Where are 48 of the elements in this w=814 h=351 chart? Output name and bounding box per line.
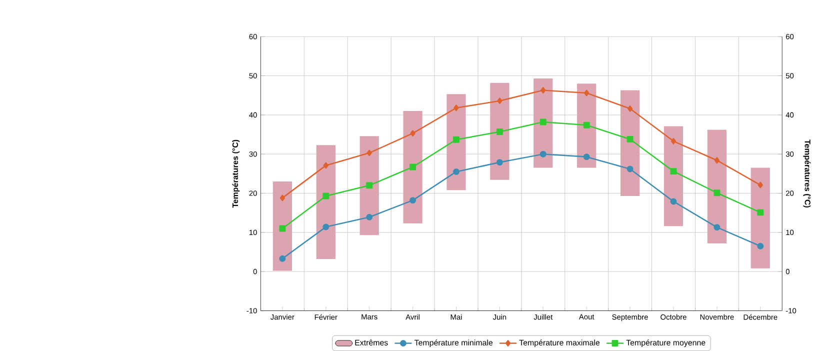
point <box>366 214 373 220</box>
point <box>410 197 416 204</box>
point <box>540 118 546 126</box>
point <box>323 162 328 169</box>
point <box>410 130 416 137</box>
bar <box>577 84 596 168</box>
point <box>714 157 720 164</box>
point <box>496 128 503 135</box>
bar <box>403 110 422 224</box>
point <box>454 104 459 112</box>
point <box>714 190 720 196</box>
bar <box>750 168 770 268</box>
point <box>757 242 764 250</box>
point <box>670 198 677 205</box>
point <box>322 192 330 200</box>
bar <box>620 90 640 196</box>
bar <box>534 78 553 168</box>
point <box>453 136 460 143</box>
point <box>583 122 590 128</box>
point <box>540 150 546 158</box>
point <box>497 98 502 104</box>
point <box>453 168 460 175</box>
point <box>627 105 633 112</box>
point <box>670 168 677 175</box>
bar <box>707 130 726 244</box>
bar <box>490 82 510 180</box>
point <box>584 90 590 96</box>
point <box>757 209 764 216</box>
point <box>758 182 763 188</box>
point <box>670 138 676 144</box>
point <box>626 136 634 142</box>
bar <box>272 181 292 271</box>
point <box>714 224 720 231</box>
point <box>279 225 286 232</box>
point <box>280 194 286 202</box>
point <box>279 255 286 262</box>
bar <box>316 145 336 259</box>
point <box>626 166 634 172</box>
point <box>540 87 546 94</box>
point <box>366 182 373 189</box>
point <box>322 224 330 230</box>
bar <box>664 126 684 226</box>
bar <box>446 94 466 190</box>
bar <box>360 136 379 236</box>
point <box>496 159 503 166</box>
point <box>583 154 590 160</box>
point <box>366 150 372 156</box>
point <box>410 164 416 170</box>
